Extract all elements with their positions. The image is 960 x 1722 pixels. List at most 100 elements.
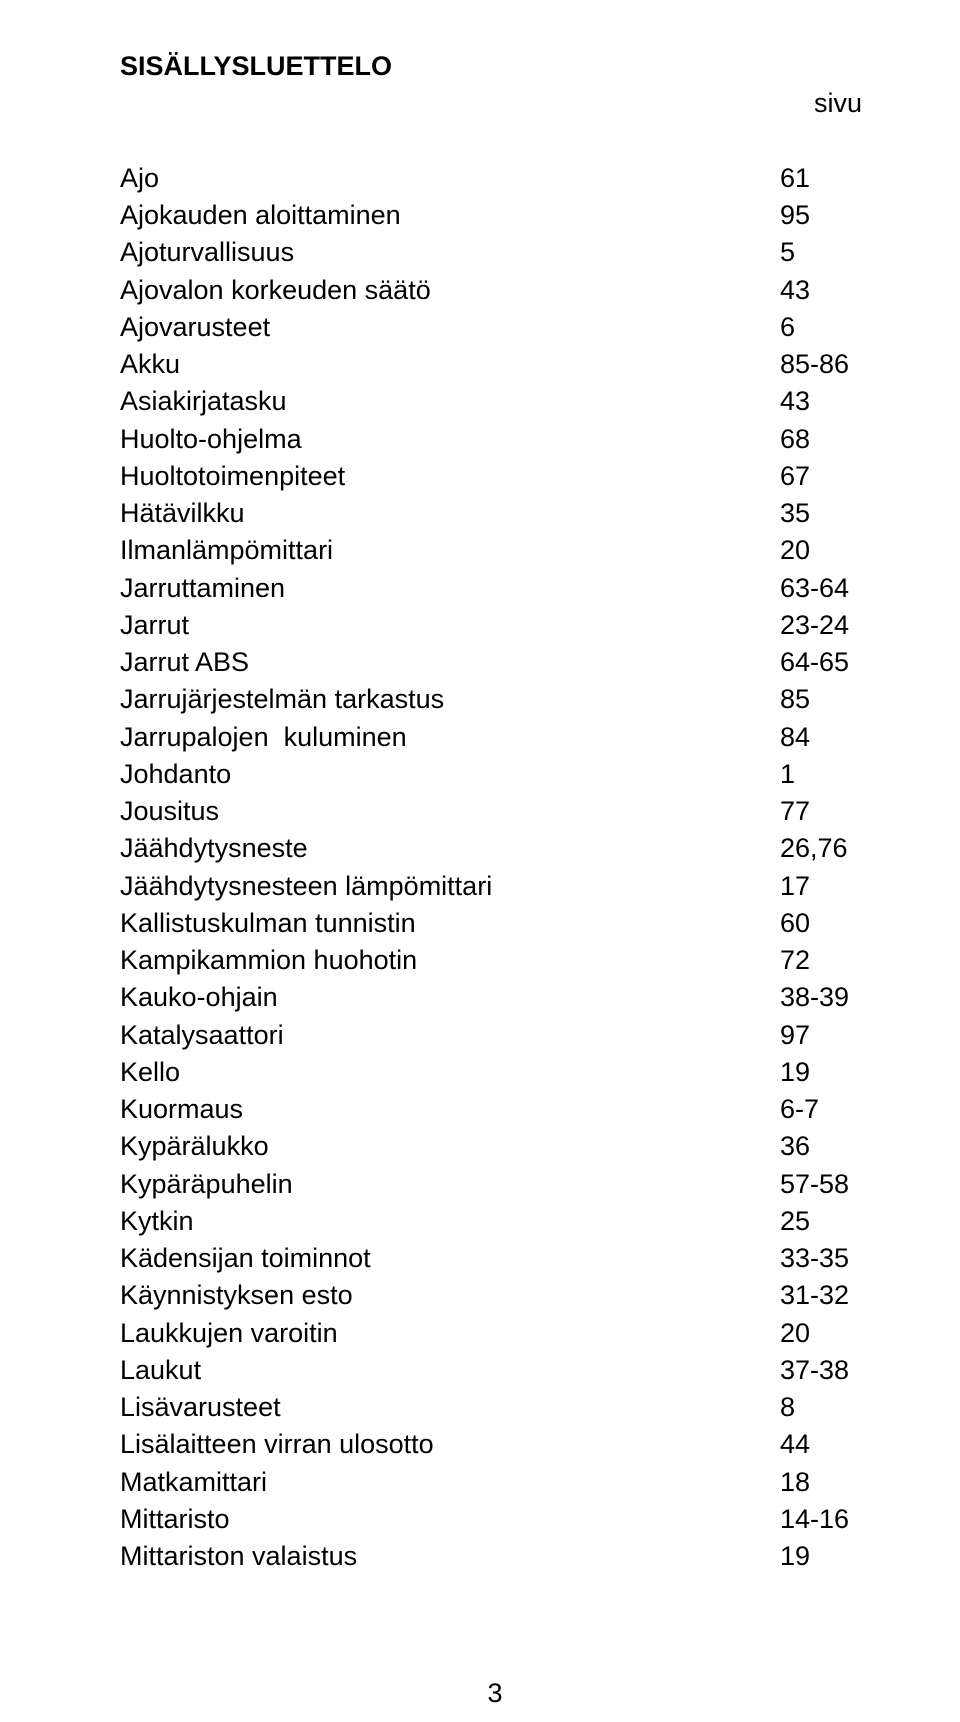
toc-label: Jousitus [120, 793, 219, 830]
toc-label: Hätävilkku [120, 495, 245, 532]
toc-page: 43 [760, 272, 870, 309]
toc-row: Kampikammion huohotin 72 [120, 942, 870, 979]
toc-label: Jarrujärjestelmän tarkastus [120, 681, 444, 718]
toc-page: 64-65 [760, 644, 870, 681]
toc-page: 68 [760, 421, 870, 458]
toc-page: 33-35 [760, 1240, 870, 1277]
toc-page: 25 [760, 1203, 870, 1240]
toc-page: 26,76 [760, 830, 870, 867]
toc-label: Matkamittari [120, 1464, 267, 1501]
toc-label: Kauko-ohjain [120, 979, 278, 1016]
toc-label: Asiakirjatasku [120, 383, 287, 420]
toc-page: 19 [760, 1054, 870, 1091]
toc-row: Johdanto 1 [120, 756, 870, 793]
toc-page: 44 [760, 1426, 870, 1463]
toc-row: Ajokauden aloittaminen 95 [120, 197, 870, 234]
toc-label: Mittariston valaistus [120, 1538, 357, 1575]
toc-label: Ajovarusteet [120, 309, 270, 346]
toc-row: Kädensijan toiminnot 33-35 [120, 1240, 870, 1277]
toc-row: Käynnistyksen esto31-32 [120, 1277, 870, 1314]
toc-row: Kello 19 [120, 1054, 870, 1091]
toc-label: Kytkin [120, 1203, 194, 1240]
toc-page: 23-24 [760, 607, 870, 644]
page-column-header-row: sivu [120, 85, 870, 122]
toc-page: 84 [760, 719, 870, 756]
toc-label: Kello [120, 1054, 180, 1091]
table-of-contents: Ajo61Ajokauden aloittaminen95Ajoturvalli… [120, 160, 870, 1576]
toc-row: Asiakirjatasku 43 [120, 383, 870, 420]
toc-row: Akku85-86 [120, 346, 870, 383]
toc-page: 36 [760, 1128, 870, 1165]
toc-label: Laukut [120, 1352, 201, 1389]
toc-page: 8 [760, 1389, 870, 1426]
toc-page: 35 [760, 495, 870, 532]
toc-label: Ajoturvallisuus [120, 234, 294, 271]
toc-label: Ajovalon korkeuden säätö [120, 272, 431, 309]
toc-row: Ajovarusteet6 [120, 309, 870, 346]
toc-label: Lisävarusteet [120, 1389, 281, 1426]
toc-row: Jäähdytysnesteen lämpömittari17 [120, 868, 870, 905]
toc-label: Jarrut ABS [120, 644, 249, 681]
toc-label: Ilmanlämpömittari [120, 532, 333, 569]
toc-label: Huoltotoimenpiteet [120, 458, 345, 495]
toc-page: 60 [760, 905, 870, 942]
toc-label: Kypäräpuhelin [120, 1166, 293, 1203]
toc-label: Katalysaattori [120, 1017, 284, 1054]
toc-page: 18 [760, 1464, 870, 1501]
toc-row: Jäähdytysneste26,76 [120, 830, 870, 867]
toc-page: 14-16 [760, 1501, 870, 1538]
toc-row: Laukut 37-38 [120, 1352, 870, 1389]
toc-row: Kytkin 25 [120, 1203, 870, 1240]
toc-row: Katalysaattori 97 [120, 1017, 870, 1054]
document-page: SISÄLLYSLUETTELO sivu Ajo61Ajokauden alo… [0, 0, 960, 1722]
toc-row: Hätävilkku 35 [120, 495, 870, 532]
toc-label: Kädensijan toiminnot [120, 1240, 371, 1277]
page-column-header: sivu [814, 85, 862, 122]
blank-row [120, 123, 870, 160]
toc-page: 43 [760, 383, 870, 420]
toc-page: 17 [760, 868, 870, 905]
toc-label: Lisälaitteen virran ulosotto [120, 1426, 434, 1463]
page-title: SISÄLLYSLUETTELO [120, 48, 870, 85]
toc-page: 20 [760, 532, 870, 569]
toc-row: Mittaristo 14-16 [120, 1501, 870, 1538]
toc-row: Lisälaitteen virran ulosotto 44 [120, 1426, 870, 1463]
toc-row: Kauko-ohjain38-39 [120, 979, 870, 1016]
toc-page: 37-38 [760, 1352, 870, 1389]
toc-label: Jarruttaminen [120, 570, 285, 607]
page-number: 3 [120, 1675, 870, 1712]
toc-page: 31-32 [760, 1277, 870, 1314]
toc-label: Kampikammion huohotin [120, 942, 417, 979]
toc-row: Kypäräpuhelin57-58 [120, 1166, 870, 1203]
toc-label: Huolto-ohjelma [120, 421, 302, 458]
toc-label: Ajokauden aloittaminen [120, 197, 401, 234]
toc-label: Johdanto [120, 756, 231, 793]
toc-label: Kypärälukko [120, 1128, 269, 1165]
toc-label: Mittaristo [120, 1501, 230, 1538]
toc-label: Laukkujen varoitin [120, 1315, 338, 1352]
toc-page: 72 [760, 942, 870, 979]
toc-page: 1 [760, 756, 870, 793]
toc-page: 77 [760, 793, 870, 830]
toc-row: Jarrut 23-24 [120, 607, 870, 644]
toc-page: 61 [760, 160, 870, 197]
toc-page: 20 [760, 1315, 870, 1352]
toc-row: Jarrupalojen kuluminen84 [120, 719, 870, 756]
toc-page: 95 [760, 197, 870, 234]
toc-page: 6-7 [760, 1091, 870, 1128]
toc-page: 67 [760, 458, 870, 495]
toc-page: 97 [760, 1017, 870, 1054]
toc-row: Ilmanlämpömittari 20 [120, 532, 870, 569]
toc-label: Jarrut [120, 607, 189, 644]
toc-row: Matkamittari 18 [120, 1464, 870, 1501]
toc-label: Ajo [120, 160, 159, 197]
toc-label: Kallistuskulman tunnistin [120, 905, 416, 942]
toc-row: Kypärälukko 36 [120, 1128, 870, 1165]
toc-page: 85-86 [760, 346, 870, 383]
toc-row: Ajoturvallisuus5 [120, 234, 870, 271]
toc-row: Mittariston valaistus19 [120, 1538, 870, 1575]
toc-row: Lisävarusteet 8 [120, 1389, 870, 1426]
toc-page: 63-64 [760, 570, 870, 607]
toc-label: Kuormaus [120, 1091, 243, 1128]
toc-row: Laukkujen varoitin 20 [120, 1315, 870, 1352]
